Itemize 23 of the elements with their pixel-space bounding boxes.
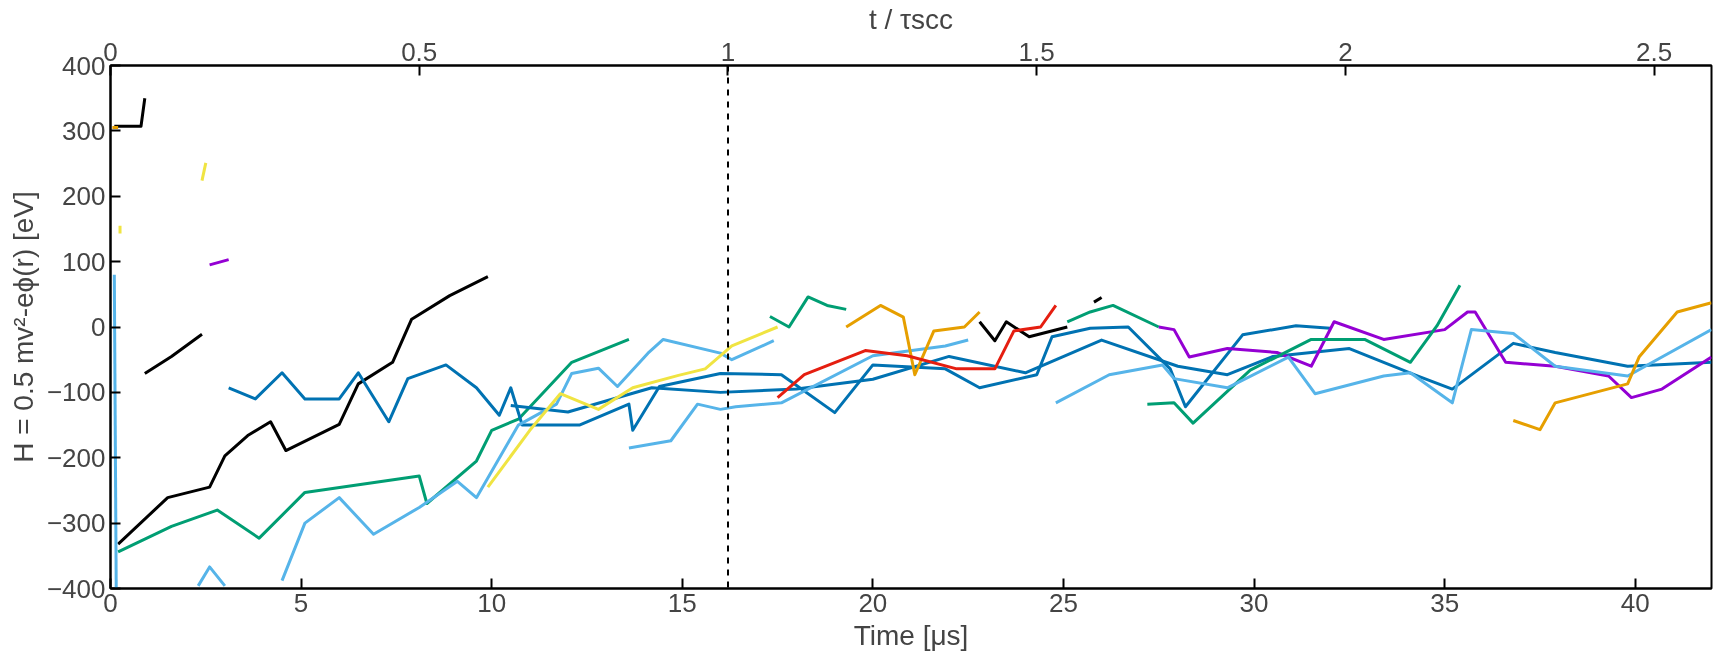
x-tick-label: 20 — [858, 587, 888, 618]
x2-tick-label: 2.5 — [1636, 36, 1673, 67]
x2-axis-title: t / τscc — [868, 3, 954, 35]
y-tick-label: 200 — [62, 181, 106, 212]
x2-tick-label: 1.5 — [1018, 36, 1055, 67]
x2-tick-label: 2 — [1338, 36, 1353, 67]
y-tick-label: −200 — [46, 442, 106, 473]
y-tick-label: 300 — [62, 115, 106, 146]
x-tick-label: 40 — [1620, 587, 1650, 618]
x2-tick-label: 1 — [720, 36, 736, 67]
x-tick-label: 30 — [1239, 587, 1269, 618]
x-tick-label: 5 — [293, 587, 309, 618]
y-axis-title: H = 0.5 mv²-eϕ(r) [eV] — [7, 191, 39, 463]
x-tick-label: 15 — [667, 587, 697, 618]
x2-tick-label: 0.5 — [401, 36, 438, 67]
y-tick-label: 100 — [62, 246, 106, 277]
x-tick-label: 10 — [477, 587, 507, 618]
x-tick-label: 25 — [1049, 587, 1078, 618]
y-tick-label: −300 — [46, 508, 106, 539]
x-tick-label: 35 — [1430, 587, 1460, 618]
y-tick-label: 0 — [91, 312, 106, 342]
y-tick-label: −100 — [46, 377, 106, 408]
x-axis-title: Time [μs] — [853, 619, 969, 651]
